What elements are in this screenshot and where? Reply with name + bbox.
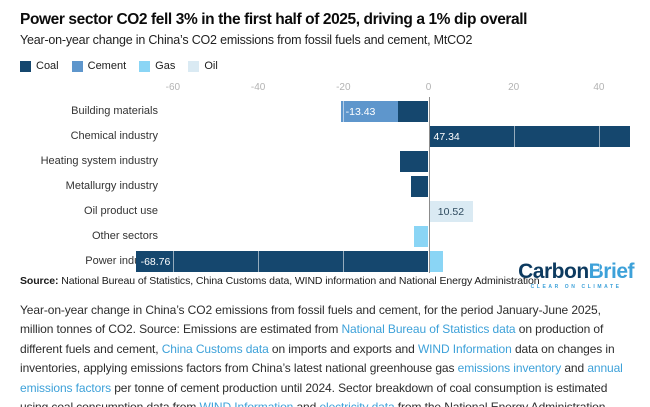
bar-value-label: -68.76 xyxy=(140,255,171,268)
footnote: Year-on-year change in China’s CO2 emiss… xyxy=(20,301,633,407)
legend-swatch-oil xyxy=(188,60,200,72)
footnote-text: and xyxy=(293,400,319,407)
x-axis-tick-label: 0 xyxy=(425,82,432,93)
legend-label: Gas xyxy=(155,60,176,72)
footnote-link[interactable]: WIND Information xyxy=(199,400,293,407)
legend: Coal Cement Gas Oil xyxy=(20,60,218,72)
legend-label: Coal xyxy=(36,60,59,72)
category-label: Building materials xyxy=(71,105,158,117)
x-axis-tick-label: 40 xyxy=(593,82,605,93)
footnote-link[interactable]: emissions inventory xyxy=(457,361,562,376)
x-axis-tick-label: -60 xyxy=(165,82,181,93)
x-axis-tick-label: 20 xyxy=(508,82,520,93)
bar-value-label: 10.52 xyxy=(437,205,465,218)
footnote-text: data on changes in inventories, applying… xyxy=(20,341,615,376)
x-axis-tick-label: -20 xyxy=(336,82,351,93)
footnote-link[interactable]: WIND Information xyxy=(417,341,512,356)
bar-segment-gas[interactable] xyxy=(414,226,429,247)
legend-item-cement[interactable]: Cement xyxy=(71,60,127,72)
legend-swatch-coal xyxy=(20,60,31,72)
source-note: Source: National Bureau of Statistics, C… xyxy=(20,275,540,287)
carbonbrief-wordmark: CarbonBrief xyxy=(518,261,634,283)
footnote-text: and xyxy=(561,361,588,376)
footnote-link[interactable]: China Customs data xyxy=(161,341,269,356)
bar-segment-coal[interactable] xyxy=(410,176,429,197)
zero-axis-line xyxy=(428,97,430,273)
category-label: Other sectors xyxy=(91,230,158,242)
footnote-text: per tonne of cement production until 202… xyxy=(20,380,608,407)
bar-segment-coal[interactable]: -68.76 xyxy=(135,251,429,272)
legend-label: Oil xyxy=(204,60,218,72)
footnote-text: Year-on-year change in China’s CO2 emiss… xyxy=(20,303,601,337)
bar-value-label: 47.34 xyxy=(433,130,460,143)
logo-carbon: Carbon xyxy=(518,260,589,283)
page-subtitle: Year-on-year change in China’s CO2 emiss… xyxy=(20,33,473,47)
bar-segment-cement[interactable]: -13.43 xyxy=(340,101,398,122)
footnote-text: from the National Energy Administration. xyxy=(395,400,609,407)
legend-swatch-cement xyxy=(71,60,83,72)
bar-value-label: -13.43 xyxy=(345,105,376,118)
bar-chart: -60 -40 -20 0 20 40 Building materials -13.43 Ch… xyxy=(0,80,650,276)
bar-segment-coal[interactable] xyxy=(397,101,429,122)
footnote-link[interactable]: National Bureau of Statistics data xyxy=(341,322,516,337)
category-label: Power industry xyxy=(85,255,158,267)
page-title: Power sector CO2 fell 3% in the first ha… xyxy=(20,11,528,28)
category-label: Metallurgy industry xyxy=(65,180,158,192)
carbonbrief-logo: CarbonBrief CLEAR ON CLIMATE xyxy=(518,261,634,291)
category-label: Chemical industry xyxy=(70,130,158,142)
bar-segment-coal[interactable] xyxy=(399,151,429,172)
category-label: Oil product use xyxy=(84,205,158,217)
footnote-link[interactable]: electricity data xyxy=(319,400,394,407)
legend-label: Cement xyxy=(87,60,127,72)
gridline xyxy=(172,97,174,273)
bar-segment-gas[interactable] xyxy=(428,251,443,272)
gridline xyxy=(343,97,345,273)
legend-item-oil[interactable]: Oil xyxy=(188,60,218,72)
bar-segment-oil[interactable]: 10.52 xyxy=(428,201,474,222)
bar-segment-coal[interactable]: 47.34 xyxy=(428,126,631,147)
legend-swatch-gas xyxy=(139,60,151,72)
footnote-link[interactable]: annual emissions factors xyxy=(20,361,623,395)
gridline xyxy=(598,97,600,273)
footnote-text: on production of different fuels and cem… xyxy=(20,322,604,356)
gridline xyxy=(258,97,260,273)
source-text: National Bureau of Statistics, China Cus… xyxy=(58,275,540,287)
footnote-text: on imports and exports and xyxy=(268,341,418,356)
category-label: Heating system industry xyxy=(40,155,158,167)
logo-brief: Brief xyxy=(588,260,635,283)
legend-item-gas[interactable]: Gas xyxy=(139,60,175,72)
gridline xyxy=(513,97,515,273)
x-axis-tick-label: -40 xyxy=(250,82,266,93)
logo-tagline: CLEAR ON CLIMATE xyxy=(530,284,622,290)
legend-item-coal[interactable]: Coal xyxy=(20,60,59,72)
source-prefix: Source: xyxy=(20,275,59,287)
